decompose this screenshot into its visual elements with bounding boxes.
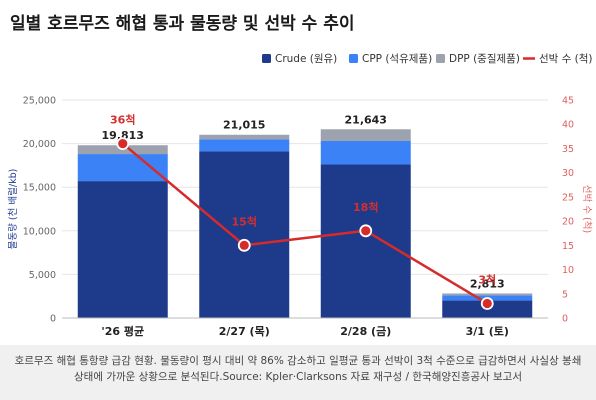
y-axis-title: 물동량 (천 배럴/kb) xyxy=(7,169,19,250)
chart-title: 일별 호르무즈 해협 통과 물동량 및 선박 수 추이 xyxy=(10,14,355,34)
bar-segment xyxy=(320,129,411,141)
ship-count-point xyxy=(480,297,494,310)
legend-label: CPP (석유제품) xyxy=(362,53,432,65)
ship-count-polyline xyxy=(121,142,488,305)
legend-swatch xyxy=(349,54,358,63)
bar-segment xyxy=(199,151,290,318)
chart: 19,813 21,015 21,643 2,813 36척 15척 18척 3척 0 5,0… xyxy=(7,53,593,339)
caption: 호르무즈 해협 통항량 급감 현황. 물동량이 평시 대비 약 86% 감소하고… xyxy=(0,345,596,400)
y-right-tick-label: 20 xyxy=(562,217,574,228)
bar-total-label: 19,813 xyxy=(102,129,144,142)
ship-count-line: 36척 15척 18척 3척 xyxy=(110,113,496,310)
x-tick-label: '26 평균 xyxy=(101,324,144,338)
axes: 0 5,000 10,000 15,000 20,000 25,000 0 5 10 15 20 25… xyxy=(7,96,592,339)
bar-segment xyxy=(320,140,411,165)
y-right-axis-title: 선박 수 (척) xyxy=(581,185,592,233)
y-right-tick-label: 30 xyxy=(562,168,574,179)
ship-count-label: 18척 xyxy=(353,200,378,214)
bar-total-label: 21,643 xyxy=(345,113,387,126)
grid-lines xyxy=(62,99,548,275)
y-right-tick-label: 35 xyxy=(562,144,574,155)
x-tick-label: 3/1 (토) xyxy=(466,325,509,338)
y-tick-label: 5,000 xyxy=(29,270,56,281)
bars: 19,813 21,015 21,643 2,813 xyxy=(77,113,533,318)
bar-segment xyxy=(199,139,290,152)
legend-label: 선박 수 (척) xyxy=(539,53,593,65)
bar-total-label: 2,813 xyxy=(470,277,505,290)
y-tick-label: 0 xyxy=(50,314,56,325)
y-right-tick-label: 25 xyxy=(562,192,574,203)
bar-total-label: 21,015 xyxy=(223,119,265,132)
ship-count-label: 3척 xyxy=(478,272,496,286)
ship-count-label: 15척 xyxy=(232,214,257,228)
legend: Crude (원유) CPP (석유제품) DPP (중질제품) 선박 수 (척) xyxy=(262,53,593,65)
y-right-tick-label: 5 xyxy=(562,289,568,300)
y-right-tick-label: 10 xyxy=(562,265,574,276)
x-tick-label: 2/27 (목) xyxy=(219,325,270,338)
y-right-tick-label: 0 xyxy=(562,314,568,325)
ship-count-point xyxy=(237,238,251,252)
y-tick-label: 15,000 xyxy=(23,183,56,194)
bar-segment xyxy=(77,154,168,182)
bar-segment xyxy=(320,164,411,318)
x-tick-label: 2/28 (금) xyxy=(340,325,391,338)
legend-swatch xyxy=(436,54,445,63)
y-tick-label: 20,000 xyxy=(23,139,56,150)
y-right-tick-label: 40 xyxy=(562,120,574,131)
legend-swatch xyxy=(262,54,271,63)
legend-label: Crude (원유) xyxy=(275,53,337,65)
y-right-tick-label: 45 xyxy=(562,96,574,107)
legend-label: DPP (중질제품) xyxy=(449,53,520,65)
ship-count-point xyxy=(116,137,130,151)
y-right-tick-label: 15 xyxy=(562,241,574,252)
ship-count-label: 36척 xyxy=(110,113,135,127)
ship-count-point xyxy=(359,224,373,238)
y-tick-label: 25,000 xyxy=(23,96,56,107)
y-tick-label: 10,000 xyxy=(23,226,56,237)
bar-segment xyxy=(442,293,533,296)
bar-segment xyxy=(77,181,168,318)
bar-segment xyxy=(199,134,290,140)
